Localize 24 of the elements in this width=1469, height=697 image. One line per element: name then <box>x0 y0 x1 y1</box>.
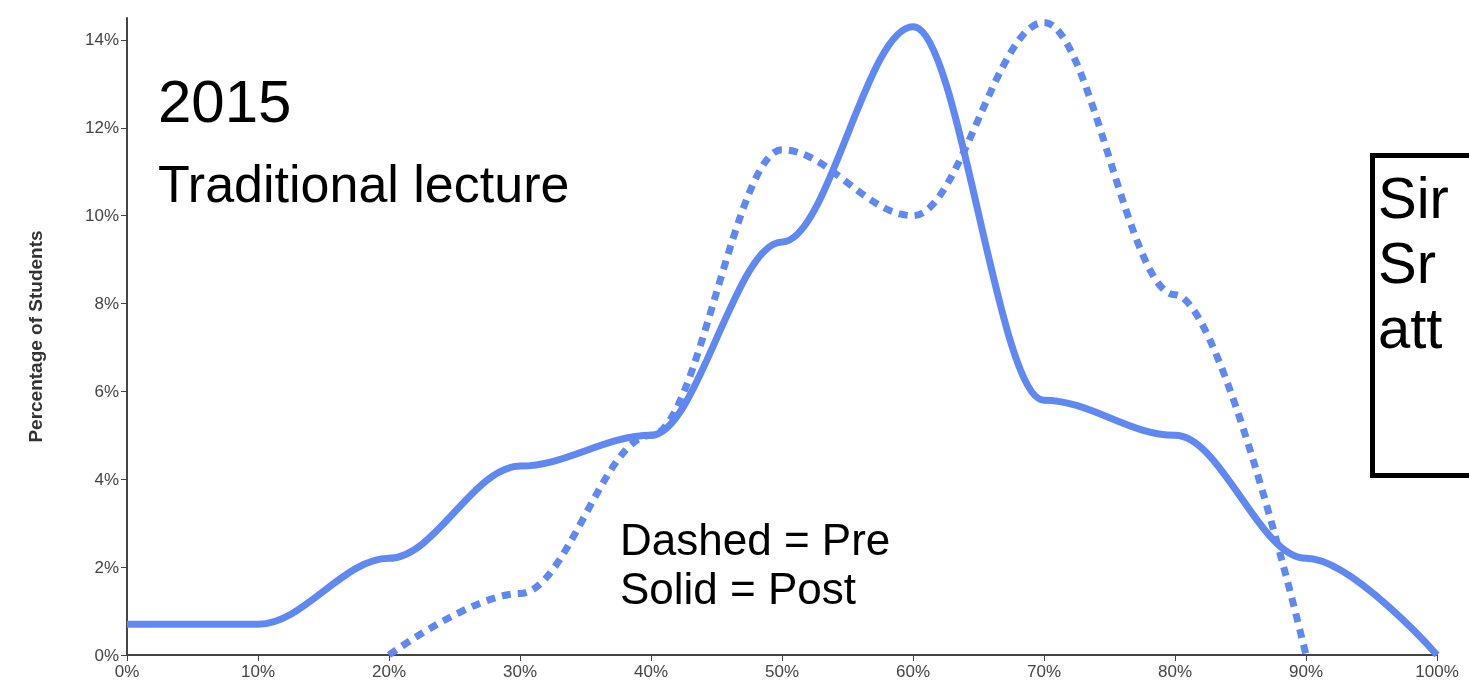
y-tick-label: 10% <box>84 206 119 226</box>
annotation: 2015 <box>158 68 292 136</box>
x-tick-label: 20% <box>371 662 407 681</box>
y-tick-label: 4% <box>94 469 119 489</box>
annotation: Sir Sr att <box>1378 164 1449 360</box>
y-tick-label: 14% <box>84 30 119 50</box>
x-tick-label: 70% <box>1026 662 1062 681</box>
x-tick-label: 10% <box>240 662 276 681</box>
x-tick-label: 50% <box>764 662 800 681</box>
x-tick-label: 100% <box>1415 662 1459 681</box>
y-tick-label: 0% <box>94 645 119 665</box>
y-axis-title: Percentage of Students <box>25 230 46 443</box>
y-tick-label: 8% <box>94 294 119 314</box>
x-tick-label: 60% <box>895 662 931 681</box>
annotation: Dashed = Pre Solid = Post <box>620 515 891 614</box>
x-tick-label: 40% <box>633 662 669 681</box>
x-tick-label: 90% <box>1288 662 1324 681</box>
y-tick-label: 6% <box>94 381 119 401</box>
annotation: Traditional lecture <box>158 155 570 214</box>
y-tick-label: 12% <box>84 118 119 138</box>
x-tick-label: 0% <box>114 662 140 681</box>
x-tick-label: 30% <box>502 662 538 681</box>
y-tick-label: 2% <box>94 557 119 577</box>
x-tick-label: 80% <box>1157 662 1193 681</box>
